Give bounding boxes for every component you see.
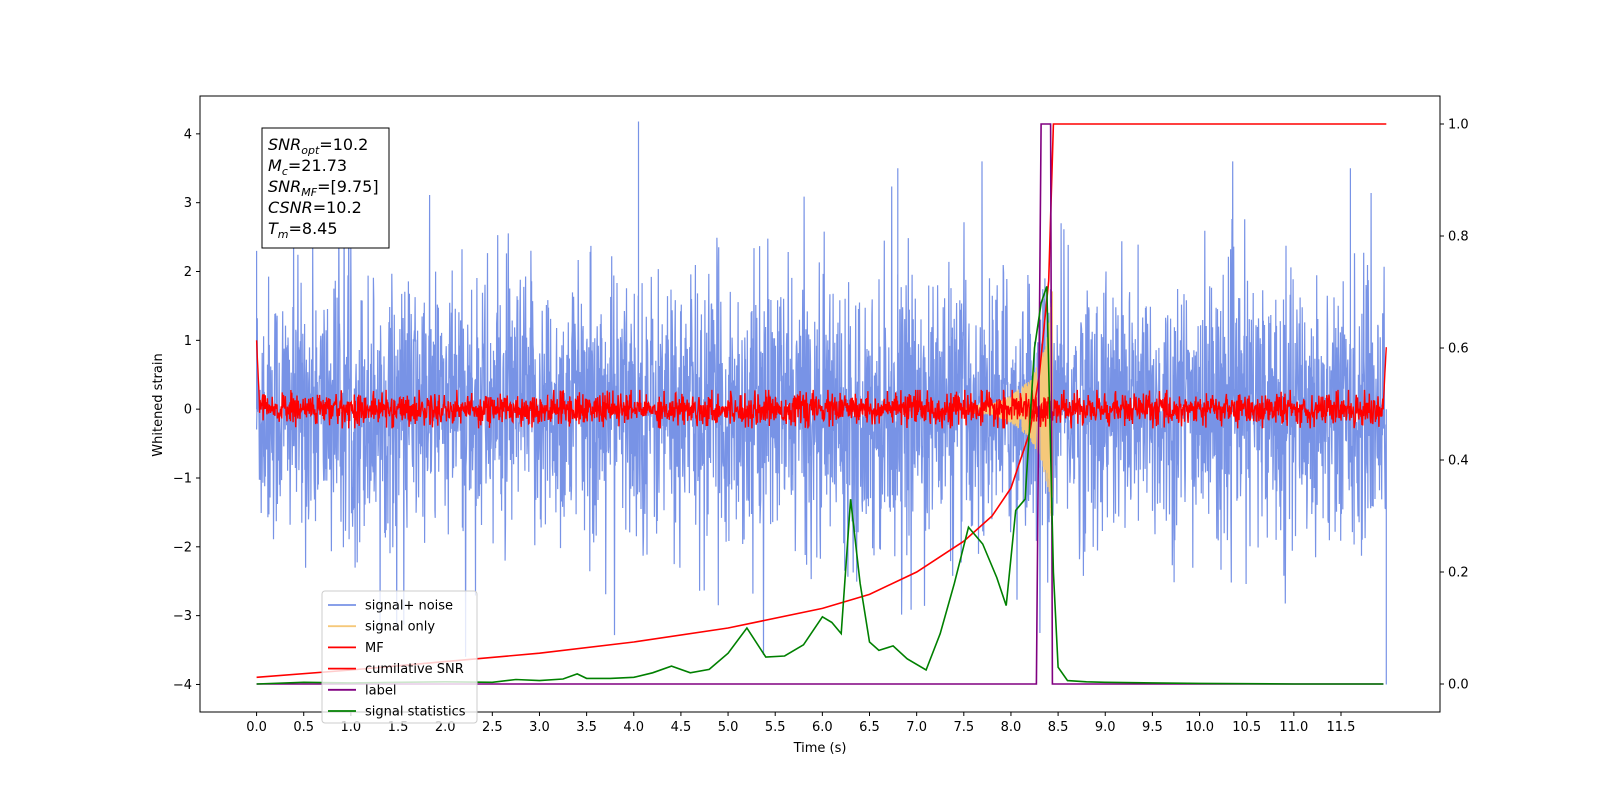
legend-label: label xyxy=(365,683,396,698)
legend-frame xyxy=(321,590,478,724)
x-tick-label: 7.0 xyxy=(906,720,927,735)
x-tick-label: 4.0 xyxy=(623,720,644,735)
x-tick-label: 7.5 xyxy=(953,720,974,735)
info-box-frame xyxy=(261,127,390,249)
y-left-tick-label: 4 xyxy=(184,127,192,142)
x-tick-label: 8.0 xyxy=(1001,720,1022,735)
y-axis-label: Whitened strain xyxy=(151,353,166,456)
info-value: =21.73 xyxy=(288,156,347,175)
y-right-tick-label: 1.0 xyxy=(1448,118,1469,133)
info-box: SNRopt=10.2Mc=21.73SNRMF=[9.75]CSNR=10.2… xyxy=(261,127,390,249)
x-tick-label: 2.0 xyxy=(435,720,456,735)
x-tick-label: 0.0 xyxy=(246,720,267,735)
x-tick-label: 3.5 xyxy=(576,720,597,735)
info-subscript: m xyxy=(278,228,289,241)
data-layer xyxy=(255,121,1387,685)
x-tick-label: 10.0 xyxy=(1185,720,1214,735)
x-tick-label: 11.5 xyxy=(1327,720,1356,735)
info-value: =[9.75] xyxy=(317,177,379,196)
x-tick-label: 11.0 xyxy=(1279,720,1308,735)
info-value: =10.2 xyxy=(319,135,368,154)
info-symbol: CSNR xyxy=(268,198,313,217)
info-subscript: opt xyxy=(301,144,320,157)
series-label xyxy=(256,123,1384,685)
x-tick-label: 1.0 xyxy=(341,720,362,735)
y-right-tick-label: 0.6 xyxy=(1448,342,1469,357)
y-right-tick-label: 0.4 xyxy=(1448,454,1469,469)
legend-label: signal only xyxy=(365,620,435,635)
y-right-tick-label: 0.2 xyxy=(1448,566,1469,581)
x-tick-label: 9.5 xyxy=(1142,720,1163,735)
legend-label: MF xyxy=(365,641,384,656)
info-subscript: MF xyxy=(301,186,317,199)
y-right-tick-label: 0.0 xyxy=(1448,678,1469,693)
x-tick-label: 10.5 xyxy=(1232,720,1261,735)
legend-label: cumilative SNR xyxy=(365,662,464,677)
legend-label: signal+ noise xyxy=(365,599,453,614)
x-tick-label: 4.5 xyxy=(671,720,692,735)
series-signal-noise xyxy=(256,121,1387,685)
y-left-tick-label: −1 xyxy=(173,471,192,486)
x-tick-label: 2.5 xyxy=(482,720,503,735)
info-line: Tm=8.45 xyxy=(268,219,338,241)
x-axis: 0.0 0.5 1.0 1.5 2.0 2.5 3.0 3.5 4.0 4.5 5.0 5.5 6.0 6… xyxy=(246,712,1355,735)
info-line: SNRMF=[9.75] xyxy=(268,177,379,199)
legend: signal+ noise signal only MF cumilative SNR… xyxy=(321,590,478,724)
info-subscript: c xyxy=(282,165,288,178)
info-value: =10.2 xyxy=(313,198,362,217)
info-symbol: T xyxy=(268,219,279,238)
info-symbol: SNR xyxy=(268,135,301,154)
series-mf xyxy=(255,340,1387,429)
legend-label: signal statistics xyxy=(365,705,466,720)
info-line: SNRopt=10.2 xyxy=(268,135,368,157)
x-axis-label: Time (s) xyxy=(793,741,847,756)
x-tick-label: 6.0 xyxy=(812,720,833,735)
x-tick-label: 9.0 xyxy=(1095,720,1116,735)
y-right-tick-label: 0.8 xyxy=(1448,230,1469,245)
info-line: Mc=21.73 xyxy=(268,156,347,178)
plot-frame xyxy=(199,95,1441,713)
y-left-tick-label: 2 xyxy=(184,265,192,280)
series-cumulative-snr xyxy=(256,123,1387,679)
series-signal-statistics xyxy=(256,286,1384,685)
x-tick-label: 5.5 xyxy=(765,720,786,735)
y-left-tick-label: −2 xyxy=(173,540,192,555)
y-left-tick-label: −3 xyxy=(173,609,192,624)
info-line: CSNR=10.2 xyxy=(268,198,362,217)
x-tick-label: 3.0 xyxy=(529,720,550,735)
y-left-tick-label: 1 xyxy=(184,334,192,349)
info-symbol: SNR xyxy=(268,177,301,196)
info-symbol: M xyxy=(268,156,282,175)
x-tick-label: 0.5 xyxy=(293,720,314,735)
y-left-tick-label: 0 xyxy=(184,403,192,418)
x-tick-label: 5.0 xyxy=(718,720,739,735)
x-tick-label: 1.5 xyxy=(388,720,409,735)
x-tick-label: 8.5 xyxy=(1048,720,1069,735)
y-left-tick-label: 3 xyxy=(184,196,192,211)
y-left-tick-label: −4 xyxy=(173,678,192,693)
y-axis-right: 1.0 0.8 0.6 0.4 0.2 0.0 xyxy=(1440,118,1469,693)
x-tick-label: 6.5 xyxy=(859,720,880,735)
info-value: =8.45 xyxy=(289,219,338,238)
y-axis-left: 4 3 2 1 0 −1 −2 −3 −4 xyxy=(173,127,200,693)
